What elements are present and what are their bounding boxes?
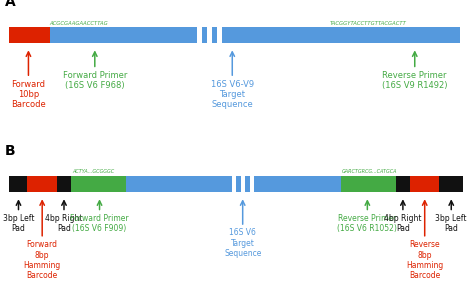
Text: 3bp Left
Pad: 3bp Left Pad xyxy=(3,214,34,233)
Bar xyxy=(410,176,439,192)
Text: 16S V6-V9
Target
Sequence: 16S V6-V9 Target Sequence xyxy=(211,79,254,110)
Text: Forward Primer
(16S V6 F968): Forward Primer (16S V6 F968) xyxy=(63,71,127,90)
Bar xyxy=(237,176,241,192)
Bar xyxy=(341,176,396,192)
Text: Forward
8bp
Hamming
Barcode: Forward 8bp Hamming Barcode xyxy=(24,240,61,280)
Bar xyxy=(126,176,228,192)
Bar xyxy=(27,176,57,192)
Bar xyxy=(192,27,197,43)
Bar xyxy=(228,176,232,192)
Bar xyxy=(258,176,341,192)
Text: ACGCGAAGAACCTTAG: ACGCGAAGAACCTTAG xyxy=(50,20,109,26)
Bar xyxy=(9,27,50,43)
Text: Forward
10bp
Barcode: Forward 10bp Barcode xyxy=(11,79,46,110)
Text: Reverse Primer
(16S V6 R1052): Reverse Primer (16S V6 R1052) xyxy=(337,214,397,233)
Bar xyxy=(439,176,463,192)
Bar xyxy=(57,176,71,192)
Bar xyxy=(228,27,384,43)
Bar xyxy=(202,27,207,43)
Text: ACTYA...GCGGGC: ACTYA...GCGGGC xyxy=(72,169,114,175)
Text: 3bp Left
Pad: 3bp Left Pad xyxy=(436,214,467,233)
Bar xyxy=(9,176,27,192)
Text: GARCTGRCG...CATGCA: GARCTGRCG...CATGCA xyxy=(342,169,398,175)
Text: 16S V6
Target
Sequence: 16S V6 Target Sequence xyxy=(224,229,261,258)
Text: Reverse Primer
(16S V9 R1492): Reverse Primer (16S V9 R1492) xyxy=(382,71,447,90)
Text: Reverse
8bp
Hamming
Barcode: Reverse 8bp Hamming Barcode xyxy=(406,240,443,280)
Bar xyxy=(396,176,410,192)
Bar xyxy=(245,176,249,192)
Text: A: A xyxy=(5,0,16,10)
Text: TACGGYTACCTTGTTACGACTT: TACGGYTACCTTGTTACGACTT xyxy=(329,20,406,26)
Text: 4bp Right
Pad: 4bp Right Pad xyxy=(45,214,83,233)
Bar xyxy=(222,27,228,43)
Bar xyxy=(254,176,258,192)
Bar xyxy=(384,27,460,43)
Text: 4bp Right
Pad: 4bp Right Pad xyxy=(384,214,422,233)
Bar xyxy=(50,27,192,43)
Bar xyxy=(71,176,126,192)
Text: B: B xyxy=(5,145,15,158)
Text: Forward Primer
(16S V6 F909): Forward Primer (16S V6 F909) xyxy=(70,214,129,233)
Bar xyxy=(212,27,218,43)
